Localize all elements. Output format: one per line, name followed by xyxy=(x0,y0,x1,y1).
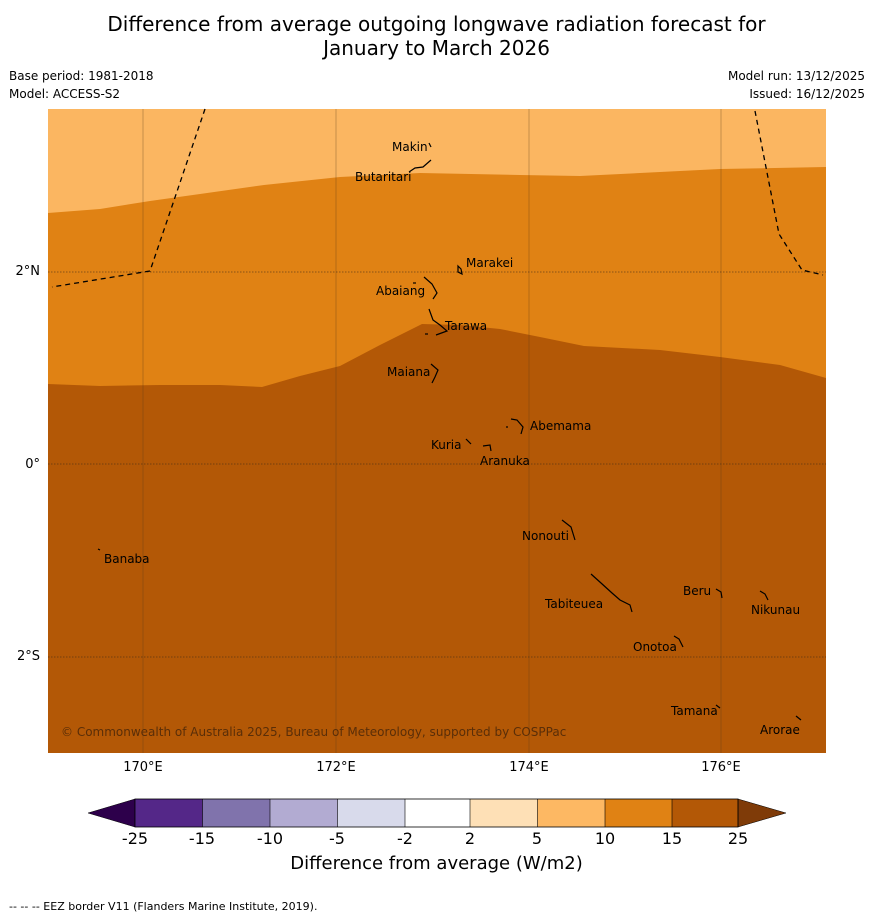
island-beru xyxy=(715,588,723,599)
colorbar-swatch xyxy=(672,799,738,827)
colorbar-tick: -25 xyxy=(121,829,149,848)
copyright-text: © Commonwealth of Australia 2025, Bureau… xyxy=(61,725,566,739)
issued-date: Issued: 16/12/2025 xyxy=(749,87,865,101)
label-aranuka: Aranuka xyxy=(480,454,530,468)
colorbar-swatch xyxy=(537,799,605,827)
colorbar-swatch xyxy=(202,799,270,827)
island-tabiteuea xyxy=(590,573,633,613)
colorbar-title: Difference from average (W/m2) xyxy=(290,853,583,874)
islands xyxy=(97,142,802,721)
place-labels: Makin Butaritari Marakei Abaiang Tarawa … xyxy=(104,140,800,737)
lat-label-2n: 2°N xyxy=(15,264,41,279)
colorbar-tick: 2 xyxy=(464,829,476,848)
eez-border-west xyxy=(51,108,206,288)
colorbar xyxy=(87,798,787,828)
colorbar-tick: -10 xyxy=(256,829,284,848)
label-abaiang: Abaiang xyxy=(376,284,425,298)
label-banaba: Banaba xyxy=(104,552,150,566)
colorbar-over-arrow xyxy=(737,798,787,828)
island-nonouti xyxy=(561,519,576,541)
colorbar-swatch xyxy=(270,799,338,827)
label-nikunau: Nikunau xyxy=(751,603,800,617)
label-makin: Makin xyxy=(392,140,428,154)
band-15-25 xyxy=(48,324,826,753)
island-abemama xyxy=(510,418,524,435)
label-nonouti: Nonouti xyxy=(522,529,569,543)
gridlines xyxy=(142,109,722,753)
colorbar-tick: 5 xyxy=(531,829,543,848)
island-onotoa xyxy=(673,635,684,648)
island-aranuka xyxy=(482,444,492,452)
model-name: Model: ACCESS-S2 xyxy=(9,87,121,101)
lat-gridlines xyxy=(48,271,826,658)
model-run: Model run: 13/12/2025 xyxy=(727,69,865,83)
island-marakei xyxy=(457,264,463,276)
island-butaritari xyxy=(408,159,432,173)
footnote-eez: -- -- -- EEZ border V11 (Flanders Marine… xyxy=(9,900,318,913)
colorbar-outline xyxy=(134,798,739,828)
label-butaritari: Butaritari xyxy=(355,170,412,184)
meta-left: Base period: 1981-2018 Model: ACCESS-S2 xyxy=(9,67,154,103)
lon-label-170e: 170°E xyxy=(123,760,163,775)
island-tamana xyxy=(715,704,721,709)
colorbar-swatch xyxy=(405,799,470,827)
label-abemama: Abemama xyxy=(530,419,591,433)
lat-label-0: 0° xyxy=(25,457,40,472)
title-line-2: January to March 2026 xyxy=(323,36,550,60)
colorbar-swatch xyxy=(605,799,672,827)
colorbar-tick: -5 xyxy=(329,829,345,848)
island-nikunau xyxy=(759,590,769,601)
colorbar-dividers xyxy=(202,799,673,827)
island-kuria xyxy=(465,438,472,445)
colorbar-tick: 15 xyxy=(661,829,683,848)
colorbar-tick: 25 xyxy=(727,829,749,848)
title-line-1: Difference from average outgoing longwav… xyxy=(107,12,766,36)
colorbar-under-arrow xyxy=(87,798,136,828)
label-onotoa: Onotoa xyxy=(633,640,677,654)
lon-label-174e: 174°E xyxy=(509,760,549,775)
base-period: Base period: 1981-2018 xyxy=(9,69,154,83)
colorbar-tick: -15 xyxy=(188,829,216,848)
colorbar-swatch xyxy=(470,799,538,827)
label-tamana: Tamana xyxy=(670,704,718,718)
lon-label-176e: 176°E xyxy=(701,760,741,775)
island-tarawa xyxy=(428,308,449,336)
label-beru: Beru xyxy=(683,584,711,598)
meta-right: Model run: 13/12/2025 Issued: 16/12/2025 xyxy=(728,67,865,103)
label-tarawa: Tarawa xyxy=(444,319,487,333)
eez-borders xyxy=(51,108,824,288)
colorbar-tick: -2 xyxy=(397,829,413,848)
colorbar-tick: 10 xyxy=(594,829,616,848)
island-arorae xyxy=(795,715,802,721)
chart-title: Difference from average outgoing longwav… xyxy=(0,12,873,60)
label-arorae: Arorae xyxy=(760,723,800,737)
island-banaba xyxy=(97,548,101,551)
label-marakei: Marakei xyxy=(466,256,513,270)
label-tabiteuea: Tabiteuea xyxy=(544,597,603,611)
lon-label-172e: 172°E xyxy=(316,760,356,775)
label-maiana: Maiana xyxy=(387,365,430,379)
island-makin xyxy=(428,142,432,148)
island-maiana xyxy=(430,363,439,384)
colorbar-swatch xyxy=(337,799,405,827)
lat-label-2s: 2°S xyxy=(16,649,40,664)
eez-border-east xyxy=(754,110,824,276)
label-kuria: Kuria xyxy=(431,438,462,452)
colorbar-swatch xyxy=(135,799,203,827)
island-abaiang xyxy=(423,276,438,300)
